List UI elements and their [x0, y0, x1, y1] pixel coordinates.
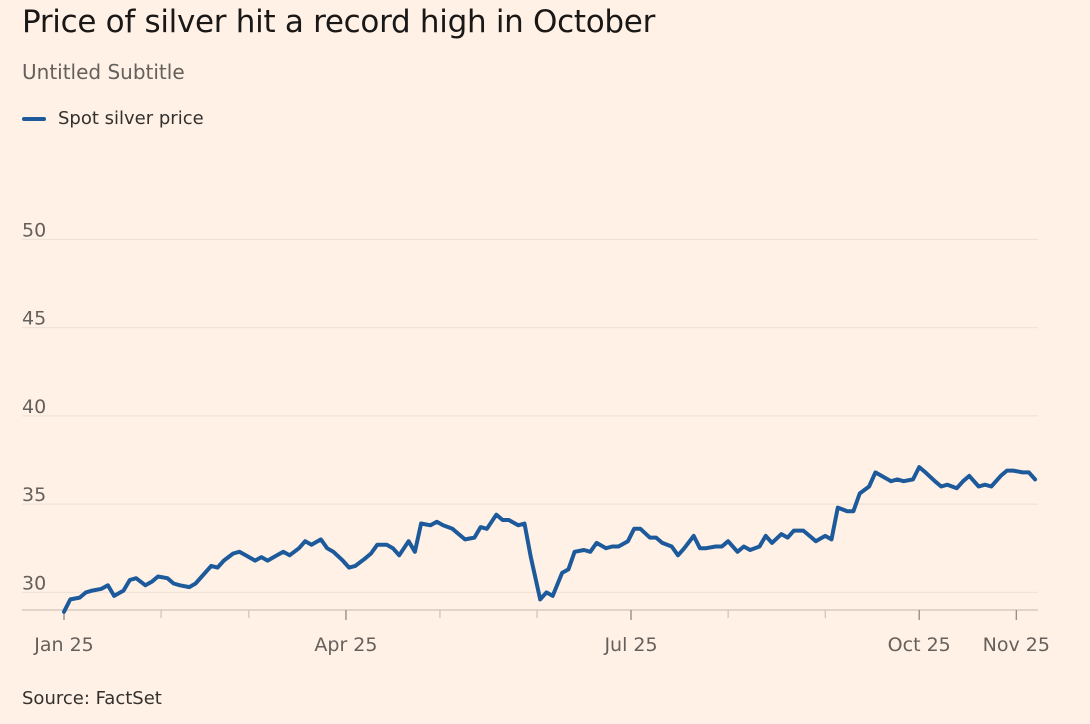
- legend: Spot silver price: [22, 108, 204, 129]
- chart-title: Price of silver hit a record high in Oct…: [22, 4, 656, 40]
- x-tick-label: Jan 25: [33, 634, 94, 656]
- y-tick-label: 45: [22, 308, 46, 330]
- series-group: [62, 465, 1038, 614]
- y-tick-label: 35: [22, 484, 46, 506]
- y-axis: 30 35 40 45 50: [22, 219, 46, 594]
- y-tick-label: 40: [22, 396, 46, 418]
- legend-swatch: [22, 116, 46, 121]
- x-tick-label: Apr 25: [314, 634, 377, 656]
- source-note: Source: FactSet: [22, 688, 162, 709]
- y-tick-label: 30: [22, 572, 46, 594]
- legend-label: Spot silver price: [58, 108, 204, 129]
- x-tick-label: Jul 25: [603, 634, 657, 656]
- y-tick-label: 50: [22, 219, 46, 241]
- gridlines: [22, 238, 1038, 593]
- x-tick-label: Oct 25: [888, 634, 951, 656]
- chart-subtitle: Untitled Subtitle: [22, 60, 185, 84]
- x-tick-label: Nov 25: [983, 634, 1050, 656]
- x-axis: Jan 25 Apr 25 Jul 25 Oct 25 Nov 25: [22, 609, 1050, 656]
- series-line-spot-silver-price: [62, 465, 1038, 614]
